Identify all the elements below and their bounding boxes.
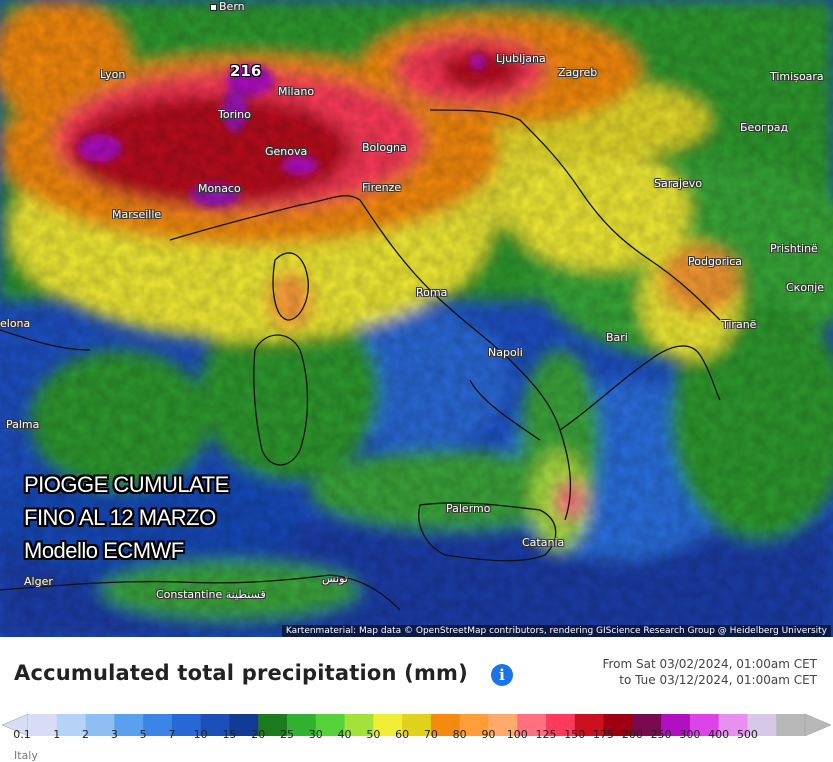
scale-swatch <box>28 714 58 736</box>
scale-swatch <box>718 714 748 736</box>
footer-text: Italy <box>14 749 38 762</box>
scale-tick-label: 2 <box>82 728 90 741</box>
scale-tick-label: 40 <box>337 728 352 741</box>
city-label: Constantine قسنطينة <box>156 588 266 601</box>
city-label: Napoli <box>488 346 523 359</box>
scale-swatch <box>776 714 806 736</box>
period-to: to Tue 03/12/2024, 01:00am CET <box>619 673 817 687</box>
scale-swatch <box>56 714 87 736</box>
caption-line: Modello ECMWF <box>24 538 184 563</box>
scale-tick-label: 25 <box>280 728 294 741</box>
scale-swatch <box>315 714 346 736</box>
scale-swatch <box>114 714 144 736</box>
scale-tick-labels: 0.1 1 2 3 5 7 10 15 20 25 30 40 50 60 70 80 90 100 125 150 1… <box>0 728 833 744</box>
city-label: Catania <box>522 536 565 549</box>
city-label: تونس <box>322 572 348 585</box>
scale-tick-label: 5 <box>139 728 147 741</box>
scale-arrow-right <box>804 713 832 737</box>
scale-tick-label: 7 <box>168 728 176 741</box>
scale-swatch <box>258 714 288 736</box>
scale-swatch <box>632 714 662 736</box>
city-label: Milano <box>278 85 315 98</box>
city-label: Timișoara <box>770 70 824 83</box>
scale-tick-label: 125 <box>535 728 557 741</box>
city-label: Palermo <box>446 502 491 515</box>
scale-swatch <box>402 714 432 736</box>
scale-tick-label: 50 <box>366 728 381 741</box>
caption-line: FINO AL 12 MARZO <box>24 505 216 530</box>
scale-swatch <box>430 714 461 736</box>
city-label: Marseille <box>112 208 162 221</box>
legend-title: Accumulated total precipitation (mm) <box>14 661 468 685</box>
city-label: Roma <box>416 286 448 299</box>
city-label: Torino <box>218 108 251 121</box>
scale-tick-label: 30 <box>308 728 323 741</box>
scale-swatch <box>373 714 403 736</box>
precipitation-field <box>0 0 833 637</box>
city-label: Sarajevo <box>654 177 703 190</box>
scale-tick-label: 300 <box>679 728 701 741</box>
scale-swatch <box>603 714 633 736</box>
scale-tick-label: 90 <box>481 728 496 741</box>
city-label: Bari <box>606 331 628 344</box>
scale-tick-label: 3 <box>110 728 118 741</box>
scale-tick-label: 500 <box>736 728 758 741</box>
precipitation-map[interactable]: Bern Lyon Milano Torino Genova Monaco Ma… <box>0 0 833 637</box>
city-label: Alger <box>24 575 53 588</box>
city-label: Скопје <box>786 281 825 294</box>
scale-swatch <box>517 714 547 736</box>
scale-swatch <box>344 714 374 736</box>
scale-tick-label: 250 <box>650 728 672 741</box>
color-scale <box>1 713 832 737</box>
scale-swatch <box>171 714 202 736</box>
scale-swatch <box>200 714 230 736</box>
scale-tick-label: 200 <box>621 728 643 741</box>
city-label: Београд <box>740 121 789 134</box>
city-label: Zagreb <box>558 66 598 79</box>
scale-swatch <box>287 714 317 736</box>
scale-swatch <box>143 714 173 736</box>
scale-swatch <box>85 714 115 736</box>
scale-tick-label: 20 <box>251 728 266 741</box>
info-icon[interactable]: i <box>491 664 513 686</box>
time-period: From Sat 03/02/2024, 01:00am CET to Tue … <box>602 656 817 688</box>
city-label: Firenze <box>362 181 402 194</box>
caption-line: PIOGGE CUMULATE <box>24 472 229 497</box>
scale-swatch <box>459 714 489 736</box>
scale-tick-label: 0.1 <box>13 728 31 741</box>
city-label: Lyon <box>100 68 126 81</box>
city-label: Monaco <box>198 182 241 195</box>
city-label: Ljubljana <box>496 52 546 65</box>
scale-swatch <box>747 714 777 736</box>
scale-tick-label: 60 <box>395 728 410 741</box>
city-label: Tiranë <box>722 318 757 331</box>
scale-swatch <box>661 714 691 736</box>
scale-tick-label: 100 <box>506 728 528 741</box>
city-label: Bologna <box>362 141 407 154</box>
map-caption: PIOGGE CUMULATE FINO AL 12 MARZO Modello… <box>24 468 229 567</box>
city-label: Podgorica <box>688 255 743 268</box>
scale-tick-label: 400 <box>708 728 730 741</box>
scale-tick-label: 1 <box>53 728 61 741</box>
scale-swatch <box>488 714 518 736</box>
city-label: Bern <box>210 0 245 13</box>
scale-swatch <box>574 714 605 736</box>
map-attribution[interactable]: Kartenmaterial: Map data © OpenStreetMap… <box>281 625 831 637</box>
city-label: Genova <box>265 145 308 158</box>
scale-tick-label: 15 <box>222 728 237 741</box>
scale-tick-label: 150 <box>564 728 586 741</box>
scale-tick-label: 10 <box>193 728 208 741</box>
scale-swatch <box>546 714 576 736</box>
scale-tick-label: 70 <box>423 728 438 741</box>
scale-swatch <box>229 714 259 736</box>
scale-tick-label: 175 <box>593 728 615 741</box>
period-from: From Sat 03/02/2024, 01:00am CET <box>602 657 817 671</box>
city-label: Palma <box>6 418 40 431</box>
city-label: elona <box>0 317 31 330</box>
scale-tick-label: 80 <box>452 728 467 741</box>
city-label: Prishtinë <box>770 242 818 255</box>
max-value-label: 216 <box>230 62 262 80</box>
scale-swatch <box>689 714 720 736</box>
